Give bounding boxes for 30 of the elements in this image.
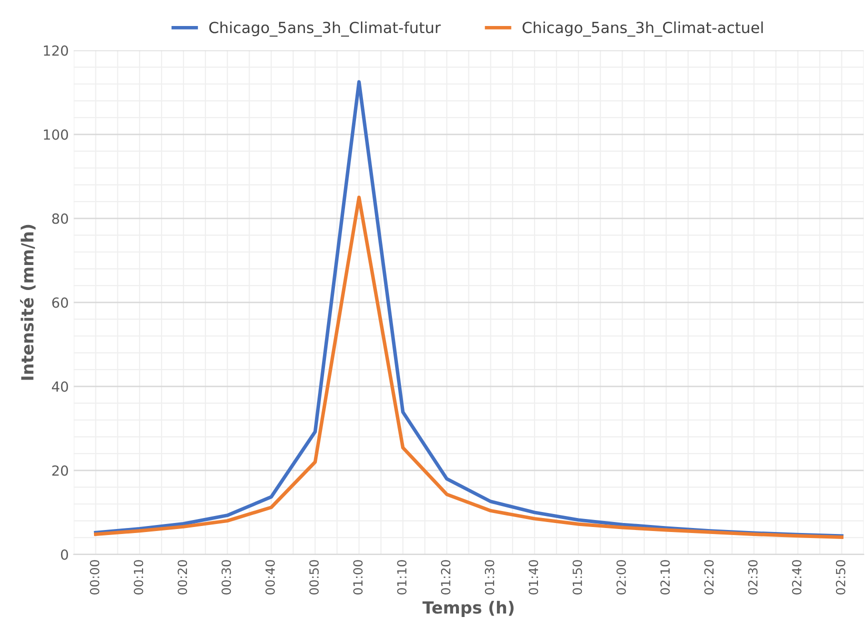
y-tick-label: 80 xyxy=(52,213,68,224)
x-tick-label: 02:00 xyxy=(616,560,626,594)
legend-label: Chicago_5ans_3h_Climat-actuel xyxy=(522,21,763,37)
x-tick-label: 01:30 xyxy=(484,560,494,594)
y-tick-label: 20 xyxy=(52,465,68,476)
y-tick-label: 60 xyxy=(52,297,68,308)
x-tick-label: 01:00 xyxy=(353,560,363,594)
x-tick-label: 01:10 xyxy=(397,560,407,594)
x-tick-label: 00:00 xyxy=(90,560,100,594)
x-tick-label: 00:50 xyxy=(309,560,319,594)
x-tick-label: 02:10 xyxy=(660,560,670,594)
x-axis-title: Temps (h) xyxy=(422,600,514,617)
x-tick-label: 02:50 xyxy=(836,560,846,594)
x-tick-label: 02:40 xyxy=(792,560,802,594)
legend-label: Chicago_5ans_3h_Climat-futur xyxy=(209,21,441,37)
x-tick-label: 00:30 xyxy=(222,560,231,594)
y-tick-label: 120 xyxy=(44,45,68,56)
y-tick-label: 40 xyxy=(52,381,68,392)
x-tick-label: 00:20 xyxy=(178,560,188,594)
x-tick-label: 00:10 xyxy=(134,560,144,594)
x-tick-label: 02:30 xyxy=(748,560,758,594)
x-tick-label: 01:20 xyxy=(440,560,450,594)
line-series xyxy=(94,196,844,539)
x-tick-label: 02:20 xyxy=(704,560,714,594)
y-tick-label: 100 xyxy=(44,129,68,140)
y-axis-title: Intensité (mm/h) xyxy=(20,224,36,380)
x-tick-label: 00:40 xyxy=(265,560,275,594)
y-tick-label: 0 xyxy=(61,549,68,560)
x-tick-label: 01:50 xyxy=(572,560,582,594)
x-tick-label: 01:40 xyxy=(528,560,538,594)
